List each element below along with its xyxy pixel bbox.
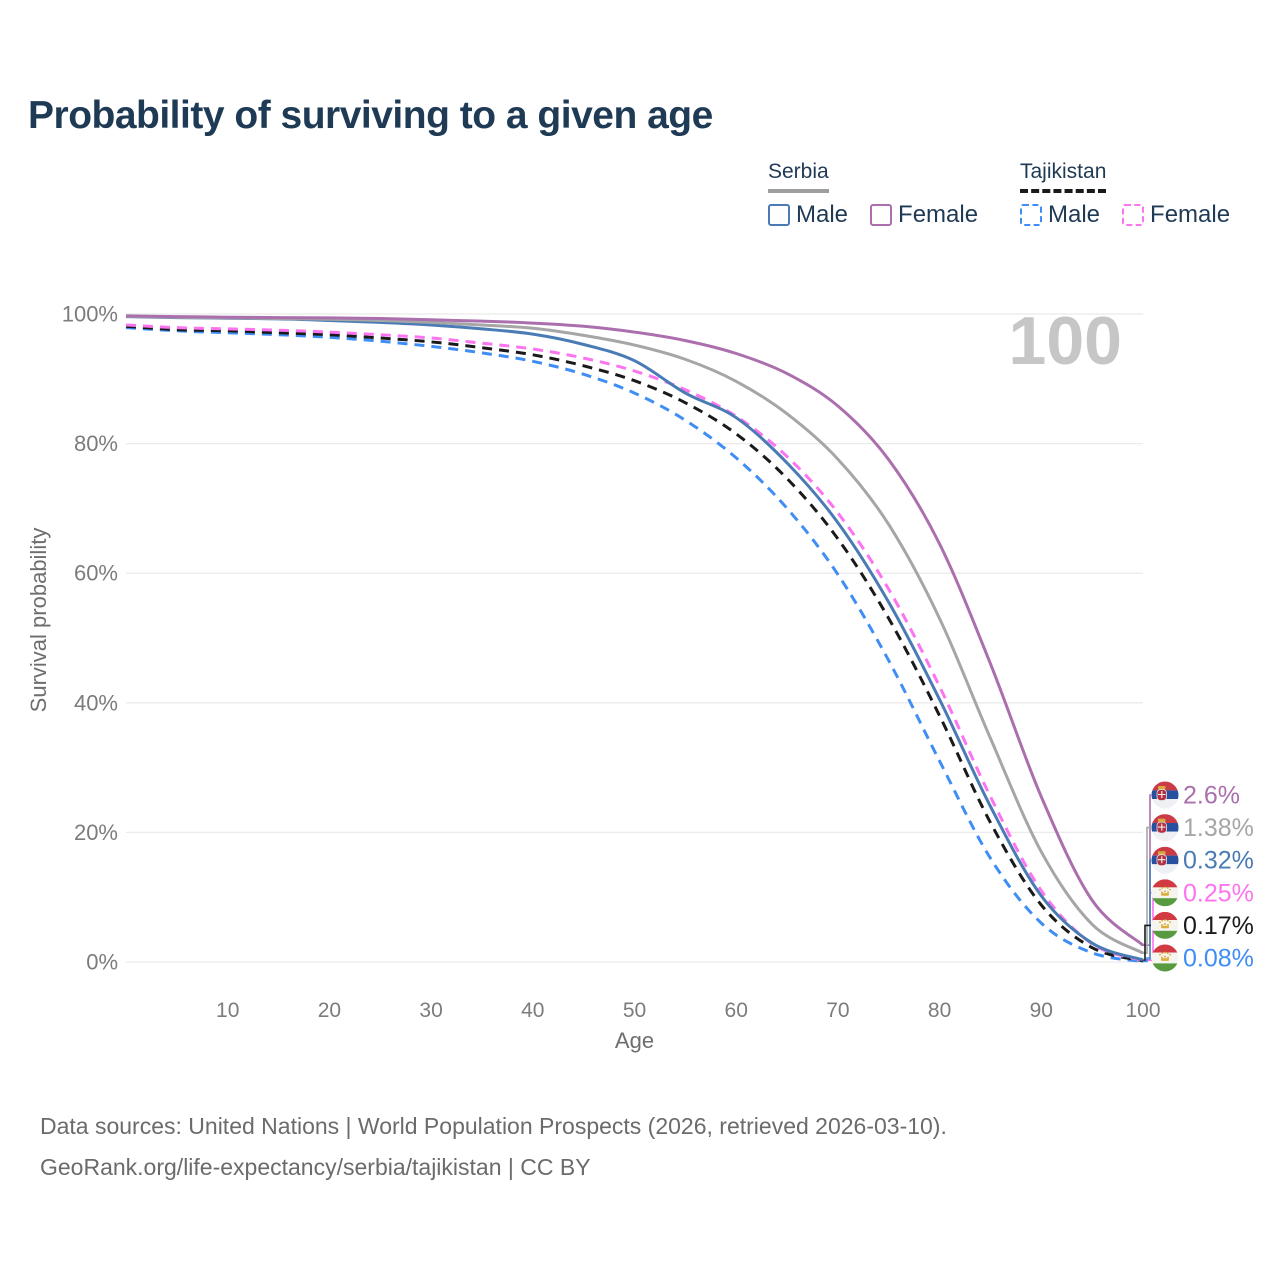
- end-label-tajikistan-female: 0.25%: [1183, 879, 1254, 907]
- y-tick-label: 20%: [74, 820, 118, 845]
- legend-item-label: Female: [898, 201, 979, 228]
- serbia-female-swatch-icon: [870, 204, 893, 226]
- x-tick-label: 60: [725, 999, 748, 1022]
- end-label-tajikistan-male: 0.08%: [1183, 945, 1254, 973]
- curve-serbia-female[interactable]: [125, 314, 1144, 947]
- data-sources-line: Data sources: United Nations | World Pop…: [40, 1113, 947, 1139]
- end-label-serbia-total: 1.38%: [1183, 814, 1254, 842]
- attribution-line: GeoRank.org/life-expectancy/serbia/tajik…: [40, 1154, 591, 1180]
- legend-item-serbia-female[interactable]: Female: [870, 202, 978, 228]
- legend-group-title-serbia[interactable]: Serbia: [768, 160, 829, 193]
- x-tick-label: 40: [521, 999, 544, 1022]
- x-tick-label: 80: [928, 999, 951, 1022]
- x-axis-title: Age: [615, 1028, 654, 1053]
- tajikistan-flag-icon: [1151, 911, 1179, 939]
- page-title: Probability of surviving to a given age: [28, 94, 713, 137]
- curve-tajikistan-female[interactable]: [125, 323, 1144, 962]
- legend-item-tajikistan-male[interactable]: Male: [1020, 202, 1100, 228]
- y-tick-label: 0%: [86, 950, 118, 975]
- watermark: 100: [1009, 303, 1122, 379]
- x-tick-label: 10: [216, 999, 239, 1022]
- y-tick-label: 60%: [74, 561, 118, 586]
- curve-tajikistan-male[interactable]: [125, 326, 1144, 963]
- legend-group-serbia: Serbia Male Female: [768, 160, 1000, 228]
- end-label-tajikistan-total: 0.17%: [1183, 912, 1254, 940]
- curve-serbia-male[interactable]: [125, 315, 1144, 962]
- y-tick-label: 40%: [74, 690, 118, 715]
- legend-item-label: Male: [796, 201, 849, 228]
- serbia-male-swatch-icon: [768, 204, 790, 226]
- end-label-connector: [1141, 957, 1151, 963]
- y-axis-title: Survival probability: [26, 528, 51, 713]
- tajikistan-female-swatch-icon: [1122, 204, 1145, 226]
- y-tick-label: 100%: [62, 302, 118, 327]
- end-label-connector: [1141, 826, 1151, 954]
- tajikistan-flag-icon: [1151, 879, 1179, 907]
- legend-item-label: Female: [1150, 201, 1231, 228]
- legend-item-serbia-male[interactable]: Male: [768, 202, 848, 228]
- x-tick-label: 30: [419, 999, 442, 1022]
- legend-item-tajikistan-female[interactable]: Female: [1122, 202, 1230, 228]
- serbia-flag-icon: [1151, 814, 1179, 842]
- y-tick-label: 80%: [74, 431, 118, 456]
- legend: Serbia Male Female Tajikistan Male: [0, 160, 1280, 250]
- legend-group-tajikistan: Tajikistan Male Female: [1020, 160, 1252, 228]
- tajikistan-male-swatch-icon: [1020, 204, 1042, 226]
- footer: Data sources: United Nations | World Pop…: [40, 1106, 947, 1188]
- serbia-flag-icon: [1151, 846, 1179, 874]
- x-tick-label: 90: [1030, 999, 1053, 1022]
- legend-item-label: Male: [1048, 201, 1101, 228]
- legend-group-title-tajikistan[interactable]: Tajikistan: [1020, 160, 1107, 193]
- end-label-serbia-female: 2.6%: [1183, 782, 1240, 810]
- x-tick-label: 100: [1125, 999, 1160, 1022]
- end-label-serbia-male: 0.32%: [1183, 847, 1254, 875]
- x-tick-label: 50: [623, 999, 646, 1022]
- serbia-flag-icon: [1151, 781, 1179, 809]
- curve-tajikistan-total[interactable]: [125, 324, 1144, 963]
- x-tick-label: 20: [318, 999, 341, 1022]
- tajikistan-flag-icon: [1151, 944, 1179, 972]
- x-tick-label: 70: [826, 999, 849, 1022]
